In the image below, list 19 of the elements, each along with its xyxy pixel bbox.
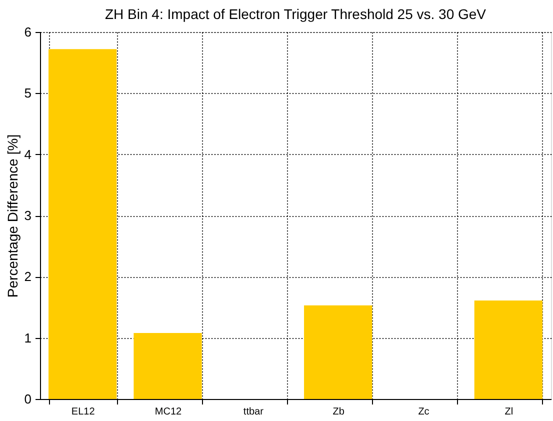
x-tick-label: EL12: [71, 406, 96, 418]
bar: [134, 332, 202, 399]
y-tick-label: 5: [24, 86, 32, 101]
bar: [304, 305, 372, 399]
y-tick-label: 4: [24, 146, 32, 162]
x-tick-label: Zl: [504, 406, 514, 418]
x-tick-label: Zc: [418, 406, 430, 418]
bar: [474, 300, 542, 399]
y-tick-label: 0: [24, 392, 32, 406]
x-tick-label: ttbar: [243, 406, 264, 418]
chart-title: ZH Bin 4: Impact of Electron Trigger Threshold 25 vs. 30 GeV: [104, 6, 487, 22]
bar: [48, 49, 117, 399]
y-tick-label: 3: [24, 208, 32, 223]
y-tick-label: 6: [24, 24, 32, 40]
x-tick-label: Zb: [332, 406, 345, 418]
y-tick-label: 2: [24, 269, 32, 284]
y-tick-label: 1: [24, 330, 32, 346]
y-axis-title: Percentage Difference [%]: [4, 134, 20, 298]
x-tick-label: MC12: [154, 406, 182, 418]
